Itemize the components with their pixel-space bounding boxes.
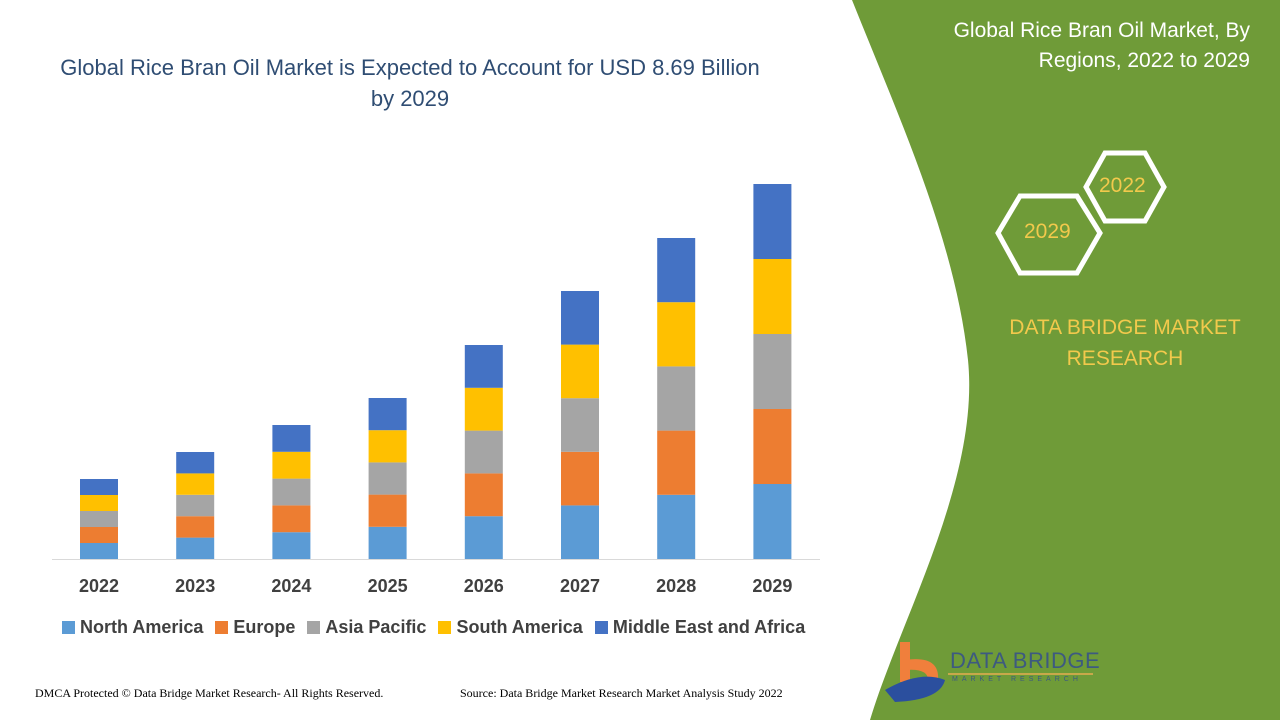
x-tick-label: 2025 bbox=[368, 576, 408, 596]
hex-year-2022: 2022 bbox=[1099, 174, 1146, 197]
bar-2028-south-america bbox=[657, 302, 696, 367]
bar-2025-south-america bbox=[368, 430, 407, 463]
legend-item: North America bbox=[62, 617, 203, 638]
bar-2023-middle-east-and-africa bbox=[176, 452, 215, 474]
bar-2022-middle-east-and-africa bbox=[80, 479, 118, 495]
bar-2027-north-america bbox=[561, 505, 599, 559]
bar-2024-north-america bbox=[272, 532, 311, 559]
bar-2029-asia-pacific bbox=[753, 334, 792, 409]
legend-swatch bbox=[594, 621, 608, 634]
legend-label: North America bbox=[80, 617, 204, 637]
x-tick-label: 2028 bbox=[656, 576, 696, 596]
bar-2024-asia-pacific bbox=[272, 478, 311, 506]
bar-2025-europe bbox=[368, 494, 407, 527]
bar-2023-asia-pacific bbox=[176, 494, 215, 517]
x-tick-label: 2023 bbox=[175, 576, 215, 596]
hexagon-2022-icon bbox=[1083, 150, 1167, 224]
side-panel-title: Global Rice Bran Oil Market, By Regions,… bbox=[953, 19, 1250, 72]
bar-2022-asia-pacific bbox=[80, 511, 118, 527]
bar-2024-middle-east-and-africa bbox=[272, 425, 311, 452]
bar-2025-asia-pacific bbox=[368, 462, 407, 495]
legend-item: Middle East and Africa bbox=[594, 617, 806, 638]
bar-2027-south-america bbox=[561, 344, 599, 399]
logo-subtext: MARKET RESEARCH bbox=[952, 676, 1082, 683]
bar-2023-europe bbox=[176, 516, 215, 538]
bar-2024-south-america bbox=[272, 451, 311, 479]
x-tick-label: 2027 bbox=[560, 576, 600, 596]
hexagon-2029-icon bbox=[995, 193, 1103, 276]
hex-year-2029: 2029 bbox=[1024, 220, 1071, 243]
bar-2027-europe bbox=[561, 451, 599, 506]
bar-2028-europe bbox=[657, 430, 696, 495]
chart-title: Global Rice Bran Oil Market is Expected … bbox=[60, 55, 760, 111]
x-tick-label: 2026 bbox=[464, 576, 504, 596]
x-tick-label: 2024 bbox=[271, 576, 311, 596]
bar-2022-europe bbox=[80, 527, 118, 543]
bar-2028-asia-pacific bbox=[657, 366, 696, 431]
bar-2029-north-america bbox=[753, 484, 792, 559]
bar-2027-asia-pacific bbox=[561, 398, 599, 452]
bar-2025-north-america bbox=[368, 526, 407, 559]
legend-label: Europe bbox=[233, 617, 296, 637]
legend-swatch bbox=[307, 621, 321, 634]
bar-2026-middle-east-and-africa bbox=[464, 345, 503, 388]
legend-swatch bbox=[438, 621, 452, 634]
bar-2026-north-america bbox=[464, 516, 503, 559]
bar-2025-middle-east-and-africa bbox=[368, 398, 407, 431]
bar-2026-europe bbox=[464, 473, 503, 517]
legend-label: South America bbox=[456, 617, 583, 637]
bar-2026-asia-pacific bbox=[464, 430, 503, 474]
x-tick-label: 2029 bbox=[752, 576, 792, 596]
logo-text: DATA BRIDGE bbox=[950, 648, 1101, 673]
legend-item: South America bbox=[438, 617, 583, 638]
legend-swatch bbox=[215, 621, 229, 634]
legend-label: Middle East and Africa bbox=[612, 617, 806, 637]
footer-copyright: DMCA Protected © Data Bridge Market Rese… bbox=[35, 686, 384, 700]
bar-2029-middle-east-and-africa bbox=[753, 184, 792, 259]
x-tick-label: 2022 bbox=[79, 576, 119, 596]
chart-legend: North America Europe Asia Pacific South Ame… bbox=[62, 617, 805, 638]
bar-2028-middle-east-and-africa bbox=[657, 238, 696, 303]
bar-2028-north-america bbox=[657, 494, 696, 559]
bar-2023-south-america bbox=[176, 473, 215, 495]
bar-2023-north-america bbox=[176, 537, 215, 559]
footer-source: Source: Data Bridge Market Research Mark… bbox=[460, 686, 783, 700]
legend-item: Asia Pacific bbox=[307, 617, 426, 638]
bar-2022-south-america bbox=[80, 495, 118, 511]
bar-2029-south-america bbox=[753, 259, 792, 334]
bar-2027-middle-east-and-africa bbox=[561, 291, 599, 345]
bar-2024-europe bbox=[272, 505, 311, 533]
bar-2029-europe bbox=[753, 409, 792, 484]
legend-item: Europe bbox=[215, 617, 295, 638]
legend-label: Asia Pacific bbox=[325, 617, 427, 637]
stacked-bar-chart: 2022 2023 2024 2025 2026 2027 2028 2029 bbox=[52, 184, 820, 596]
bar-2026-south-america bbox=[464, 387, 503, 431]
bar-2022-north-america bbox=[80, 543, 118, 559]
legend-swatch bbox=[62, 621, 75, 634]
data-bridge-logo-icon bbox=[885, 642, 1093, 702]
brand-text: DATA BRIDGE MARKET RESEARCH bbox=[1009, 316, 1241, 370]
